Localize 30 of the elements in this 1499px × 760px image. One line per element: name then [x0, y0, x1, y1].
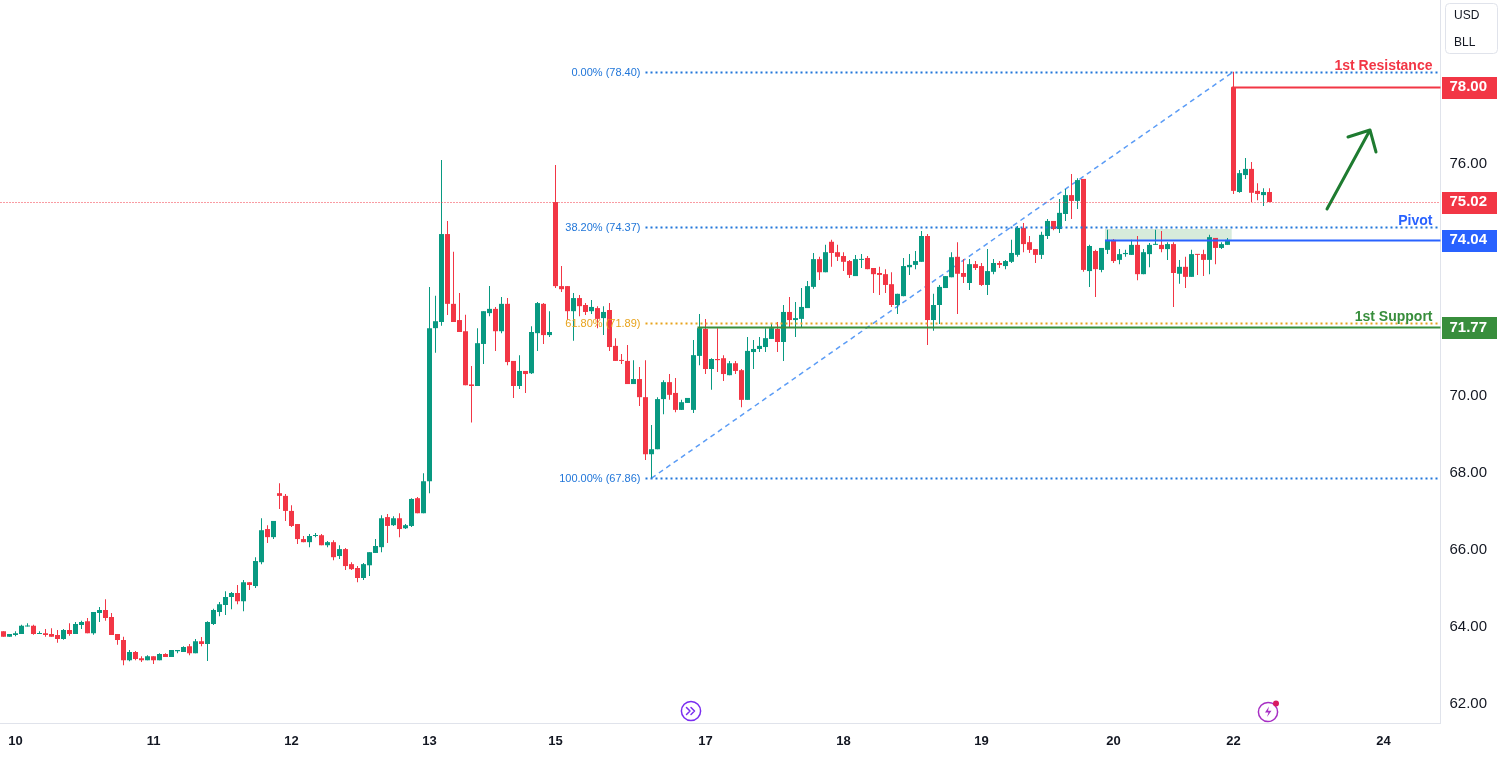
- y-tick-label: 71.77: [1449, 317, 1488, 335]
- y-tick-label: 64.00: [1449, 617, 1488, 635]
- x-tick-label: 17: [698, 733, 713, 749]
- x-tick-label: 12: [284, 733, 299, 749]
- x-tick-label: 24: [1376, 733, 1392, 749]
- x-tick-label: 10: [8, 733, 23, 749]
- y-tick-label: 76.00: [1449, 154, 1488, 172]
- ref-line-label: 38.20% (74.37): [565, 220, 641, 233]
- y-tick-label: 70.00: [1449, 385, 1488, 403]
- x-tick-label: 18: [836, 733, 851, 749]
- text: USD: [1454, 8, 1480, 23]
- ref-line-label: 1st Resistance: [1334, 56, 1433, 73]
- y-tick-label: 74.04: [1449, 229, 1488, 247]
- text: BLL: [1454, 35, 1476, 50]
- x-tick-label: 15: [548, 733, 563, 749]
- candlestick: [649, 424, 654, 479]
- x-tick-label: 22: [1226, 733, 1241, 749]
- y-tick-label: 75.02: [1449, 192, 1488, 210]
- ref-line-label: 0.00% (78.40): [571, 65, 641, 78]
- y-tick-label: 66.00: [1449, 540, 1488, 558]
- x-tick-label: 11: [146, 733, 161, 749]
- ref-line-label: Pivot: [1398, 211, 1433, 228]
- y-tick-label: 78.00: [1449, 77, 1488, 95]
- ref-line-label: 100.00% (67.86): [559, 471, 641, 484]
- x-tick-label: 20: [1106, 733, 1121, 749]
- x-tick-label: 19: [974, 733, 989, 749]
- y-tick-label: 62.00: [1449, 694, 1488, 712]
- x-tick-label: 13: [422, 733, 437, 749]
- y-tick-label: 68.00: [1449, 462, 1488, 480]
- ref-line-label: 1st Support: [1354, 307, 1433, 324]
